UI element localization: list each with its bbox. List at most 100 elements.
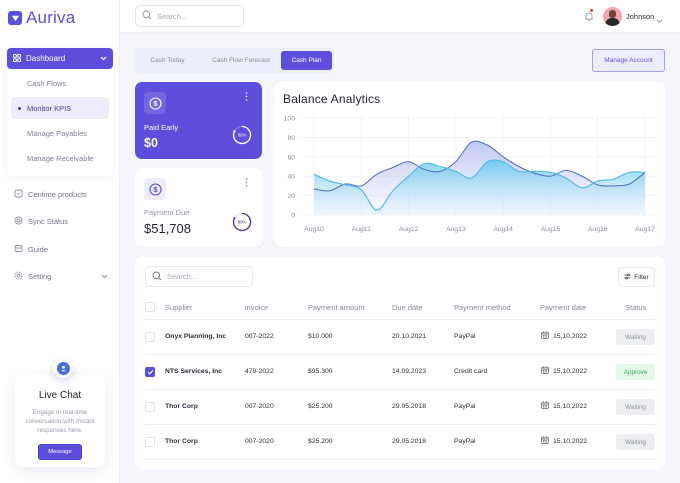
- calendar-icon: [541, 401, 549, 411]
- tab-cash-today[interactable]: Cash Today: [150, 57, 185, 64]
- select-all-checkbox[interactable]: [145, 302, 155, 312]
- payments-table-card: Search... Filter Supplier invoice Paymen…: [135, 257, 665, 469]
- row-checkbox[interactable]: [145, 437, 155, 447]
- more-menu-icon[interactable]: [245, 178, 248, 187]
- cell-payment-amount: $25.200: [308, 403, 333, 410]
- tab-cash-plan[interactable]: Cash Plan: [281, 51, 332, 70]
- cell-invoice: 007-2020: [245, 438, 274, 445]
- live-chat-card: Live Chat Engage in real-time conversati…: [15, 358, 105, 467]
- svg-text:0: 0: [291, 213, 295, 220]
- logo[interactable]: Auriva: [8, 8, 75, 28]
- chat-avatar: [53, 358, 73, 378]
- table-search-input[interactable]: Search...: [145, 266, 253, 287]
- sidebar-subitem-manage-payables[interactable]: Manage Payables: [27, 128, 88, 138]
- calendar-icon: [541, 331, 549, 341]
- svg-text:Aug10: Aug10: [304, 226, 324, 233]
- sidebar-item-setting[interactable]: Setting: [14, 271, 108, 282]
- sidebar-item-guide[interactable]: Guide: [14, 244, 108, 255]
- cell-invoice: 478-2022: [245, 368, 274, 375]
- chevron-down-icon: [100, 54, 107, 63]
- row-checkbox[interactable]: [145, 332, 155, 342]
- dollar-icon: $: [144, 92, 166, 114]
- search-placeholder: Search...: [157, 11, 188, 21]
- cell-supplier: NTS Services, Inc: [165, 368, 223, 375]
- sidebar-item-sync-status[interactable]: Sync Status: [14, 216, 108, 227]
- column-header-due-date[interactable]: Due date: [392, 303, 423, 312]
- stat-value: $0: [144, 136, 158, 150]
- sidebar-subitem-manage-receivable[interactable]: Manage Receivable: [27, 153, 94, 163]
- status-badge: Waiting: [616, 399, 655, 415]
- live-chat-title: Live Chat: [38, 390, 82, 401]
- notification-dot: [590, 9, 593, 12]
- cell-invoice: 007-2020: [245, 403, 274, 410]
- column-header-payment-date[interactable]: Payment date: [540, 303, 587, 312]
- stat-label: Paid Early: [144, 123, 179, 132]
- chevron-down-icon[interactable]: [656, 11, 663, 29]
- svg-text:Aug15: Aug15: [541, 226, 561, 233]
- column-header-supplier[interactable]: Supplier: [165, 303, 193, 312]
- svg-text:80%: 80%: [238, 133, 247, 138]
- svg-text:40: 40: [287, 174, 295, 181]
- view-tabs: Cash Today Cash Flow Forecast Cash Plan: [135, 48, 334, 73]
- series-line: [313, 140, 646, 192]
- cell-due-date: 29.05.2018: [392, 438, 427, 445]
- sidebar-item-centime-products[interactable]: Centime products: [14, 189, 108, 200]
- column-header-invoice[interactable]: invoice: [245, 303, 269, 312]
- svg-text:Aug12: Aug12: [399, 226, 419, 233]
- table-row[interactable]: Onyx Planning, Inc 007-2022 $10.000 20.10.2…: [145, 320, 655, 355]
- svg-text:Aug13: Aug13: [446, 226, 466, 233]
- column-header-payment-amount[interactable]: Payment amount: [308, 303, 365, 312]
- sidebar-item-label: Centime products: [28, 190, 87, 199]
- svg-text:Aug16: Aug16: [588, 226, 608, 233]
- user-avatar[interactable]: [603, 7, 622, 26]
- cell-payment-date: 15,10,2022: [541, 436, 587, 446]
- cell-payment-amount: $95.300: [308, 368, 333, 375]
- cell-payment-method: Credit card: [454, 368, 488, 375]
- column-header-status[interactable]: Status: [625, 303, 647, 312]
- table-row[interactable]: Thor Corp 007-2020 $25.200 29.05.2018 PayPal…: [145, 425, 655, 460]
- notification-bell-icon[interactable]: [584, 9, 594, 27]
- cell-due-date: 29.05.2018: [392, 403, 427, 410]
- sidebar-subitem-cash-flows[interactable]: Cash Flows: [27, 78, 67, 88]
- progress-ring: 80%: [232, 125, 252, 145]
- box-icon: [14, 189, 23, 200]
- row-checkbox[interactable]: [145, 402, 155, 412]
- cell-payment-date: 15,10,2022: [541, 401, 587, 411]
- tab-cash-flow-forecast[interactable]: Cash Flow Forecast: [212, 57, 270, 64]
- svg-text:100: 100: [284, 116, 296, 123]
- svg-text:$: $: [153, 99, 158, 108]
- header-search-input[interactable]: Search...: [135, 5, 244, 27]
- more-menu-icon[interactable]: [245, 92, 248, 101]
- filter-button[interactable]: Filter: [618, 267, 655, 287]
- cell-payment-date: 15,10,2022: [541, 331, 587, 341]
- user-icon: [56, 361, 70, 375]
- grid-icon: [13, 53, 21, 64]
- balance-analytics-chart: 0 20 40 60 80 100 Aug10 Aug11 Aug12 Aug13 Aug14 Aug…: [284, 114, 657, 233]
- live-chat-description: Engage in real-time conversation with in…: [25, 409, 95, 434]
- table-row[interactable]: Thor Corp 007-2020 $25.200 29.05.2018 PayPal…: [145, 390, 655, 425]
- stat-card-payment-due: $ Payment Due $51,708 80%: [135, 168, 262, 246]
- sidebar-subitem-monitor-kpis[interactable]: Monitor KPIS: [11, 97, 109, 119]
- cell-supplier: Onyx Planning, Inc: [165, 333, 227, 340]
- svg-text:80: 80: [287, 135, 295, 142]
- column-header-payment-method[interactable]: Payment method: [454, 303, 511, 312]
- table-row[interactable]: NTS Services, Inc 478-2022 $95.300 14.09.20…: [145, 355, 655, 390]
- cell-due-date: 14.09.2023: [392, 368, 427, 375]
- sidebar-item-dashboard[interactable]: Dashboard: [7, 48, 113, 69]
- cell-due-date: 20.10.2021: [392, 333, 427, 340]
- manage-account-button[interactable]: Manage Account: [592, 49, 665, 72]
- cell-payment-method: PayPal: [454, 333, 476, 340]
- filter-label: Filter: [634, 273, 649, 281]
- search-icon: [142, 10, 152, 22]
- status-badge: Approve: [616, 364, 655, 380]
- user-name[interactable]: Johnson: [626, 12, 655, 21]
- stat-value: $51,708: [144, 221, 191, 236]
- calendar-icon: [541, 436, 549, 446]
- row-checkbox[interactable]: [145, 367, 155, 377]
- svg-text:Aug11: Aug11: [352, 226, 371, 233]
- dollar-icon: $: [144, 178, 166, 200]
- message-button[interactable]: Message: [38, 444, 82, 460]
- cell-supplier: Thor Corp: [165, 438, 198, 445]
- sync-icon: [14, 216, 23, 227]
- sidebar-item-label: Guide: [28, 245, 49, 254]
